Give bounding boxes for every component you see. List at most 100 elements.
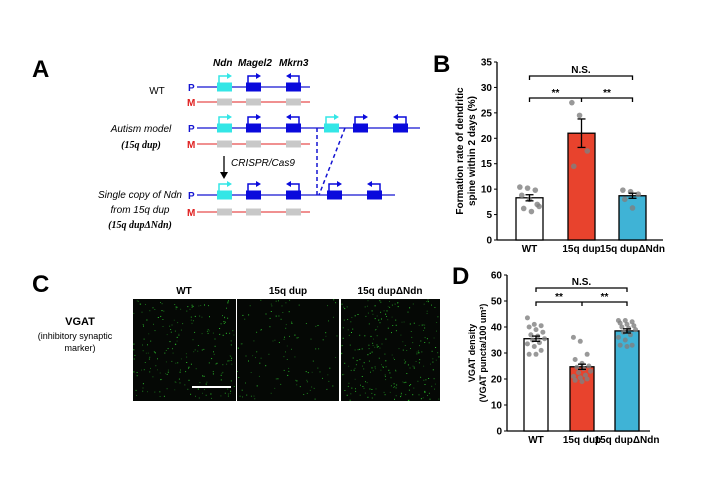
y-tick-label: 35 [481,58,493,69]
data-point [629,319,635,325]
vgat-punctum [376,335,378,337]
vgat-punctum [227,395,229,397]
data-point [526,324,532,330]
vgat-punctum [248,360,249,362]
vgat-punctum [341,345,343,347]
x-tick-label: 15q dupΔNdn [600,244,665,255]
transcription-arrow-icon [247,116,257,124]
panel-a: A Ndn Magel2 Mkrn3 WT Autism model (15q … [32,56,420,231]
vgat-punctum [191,304,193,306]
vgat-punctum [289,299,291,301]
vgat-punctum [154,391,156,393]
chart-d: 0 10 20 30 40 50 60 VGAT density (VGAT puncta/10… [467,271,659,447]
arrowhead-icon [286,114,291,120]
vgat-punctum [222,364,224,366]
vgat-punctum [294,334,296,336]
vgat-punctum [157,317,159,318]
vgat-punctum [231,357,233,359]
vgat-punctum [253,395,255,397]
vgat-punctum [222,334,224,336]
vgat-punctum [410,384,412,386]
vgat-punctum [296,384,298,386]
vgat-punctum [350,369,352,371]
vgat-punctum [409,367,411,369]
vgat-punctum [202,392,203,394]
vgat-punctum [294,356,296,358]
vgat-punctum [344,390,346,391]
arrowhead-icon [363,114,368,120]
vgat-punctum [317,325,319,326]
vgat-punctum [353,369,355,371]
transcription-arrow-icon [218,183,228,191]
vgat-punctum [163,310,165,312]
transcription-arrow-icon [371,183,381,191]
vgat-punctum [208,305,209,307]
transcription-arrow-icon [247,183,257,191]
vgat-punctum [416,351,418,353]
vgat-punctum [419,345,420,347]
vgat-punctum [185,353,187,355]
vgat-punctum [404,362,406,364]
vgat-punctum [133,358,135,360]
vgat-punctum [165,350,167,351]
vgat-punctum [367,312,369,314]
vgat-punctum [282,312,284,313]
vgat-punctum [384,374,386,376]
vgat-punctum [224,321,226,323]
vgat-punctum [220,374,222,376]
vgat-punctum [325,332,327,334]
vgat-punctum [241,389,243,391]
vgat-punctum [178,333,180,335]
vgat-punctum [426,301,427,302]
vgat-punctum [436,330,437,332]
vgat-punctum [285,327,287,329]
vgat-punctum [315,325,317,327]
x-tick-label: 15q dupΔNdn [595,435,660,446]
vgat-punctum [432,369,434,371]
panel-b: B 0 5 10 15 20 25 30 35 Formation rate of dendri… [433,51,665,255]
vgat-punctum [403,359,405,361]
y-tick-label: 30 [481,83,493,94]
vgat-punctum [245,382,246,384]
vgat-punctum [188,366,190,368]
transcription-arrow-icon [328,183,338,191]
micrograph-15q-dup [237,299,339,401]
vgat-punctum [354,367,356,369]
vgat-punctum [306,381,308,383]
vgat-punctum [394,386,396,388]
vgat-punctum [346,394,348,396]
vgat-punctum [221,372,223,374]
data-point [533,327,539,333]
vgat-punctum [213,351,214,353]
vgat-punctum [332,385,334,387]
y-tick-label: 20 [481,134,493,145]
vgat-punctum [177,362,179,364]
vgat-punctum [347,329,349,331]
vgat-punctum [253,340,255,342]
vgat-punctum [367,396,369,398]
vgat-punctum [374,318,376,320]
vgat-punctum [219,328,221,329]
vgat-punctum [176,336,178,338]
vgat-punctum [280,318,282,320]
vgat-punctum [383,310,385,312]
vgat-punctum [420,376,422,378]
vgat-punctum [220,395,222,397]
vgat-punctum [194,349,196,351]
vgat-punctum [229,355,231,357]
vgat-punctum [186,310,188,312]
vgat-punctum [198,397,200,399]
vgat-punctum [315,348,317,350]
vgat-punctum [136,372,138,373]
vgat-punctum [203,375,205,377]
vgat-punctum [378,319,380,321]
vgat-punctum [258,375,260,377]
vgat-punctum [170,331,172,333]
vgat-punctum [357,314,359,315]
vgat-punctum [350,321,352,323]
vgat-punctum [347,319,349,320]
vgat-punctum [371,351,373,353]
vgat-punctum [327,305,328,307]
vgat-punctum [419,359,421,361]
vgat-punctum [375,329,377,330]
